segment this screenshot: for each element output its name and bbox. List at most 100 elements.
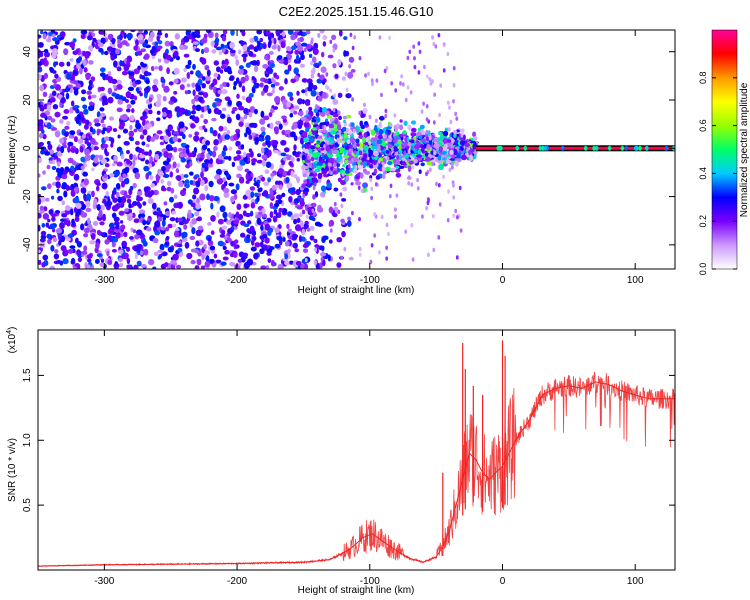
heatmap-cell — [186, 72, 191, 79]
heatmap-cell — [220, 261, 227, 266]
heatmap-cell — [271, 77, 275, 83]
heatmap-cell — [260, 110, 265, 118]
heatmap-cell — [293, 67, 299, 75]
heatmap-cell — [332, 99, 339, 105]
heatmap-cell — [438, 163, 445, 171]
heatmap-cell — [338, 30, 343, 37]
heatmap-cell — [104, 239, 110, 245]
heatmap-cell — [314, 247, 318, 252]
heatmap-cell — [167, 246, 174, 253]
heatmap-cell — [259, 37, 263, 43]
heatmap-cell — [317, 72, 321, 78]
heatmap-cell — [267, 229, 272, 237]
heatmap-cell — [179, 44, 185, 51]
heatmap-cell — [406, 55, 410, 61]
heatmap-cell — [290, 187, 296, 192]
heatmap-cell — [259, 82, 264, 88]
heatmap-cell — [88, 101, 94, 107]
heatmap-cell — [79, 146, 84, 153]
heatmap-cell — [343, 154, 350, 159]
heatmap-cell — [189, 161, 193, 167]
heatmap-cell — [256, 43, 261, 50]
heatmap-cell — [245, 62, 251, 68]
heatmap-cell — [83, 227, 90, 234]
heatmap-cell — [308, 162, 312, 167]
heatmap-cell — [451, 138, 454, 144]
heatmap-cell — [119, 220, 124, 224]
heatmap-cell — [398, 144, 402, 151]
heatmap-cell — [66, 121, 71, 126]
heatmap-cell — [301, 228, 306, 236]
heatmap-cell — [76, 241, 83, 248]
heatmap-cell — [421, 214, 424, 219]
heatmap-cell — [39, 205, 45, 211]
heatmap-cell — [235, 113, 241, 121]
heatmap-cell — [195, 85, 202, 92]
heatmap-cell — [363, 154, 368, 160]
heatmap-cell — [70, 148, 76, 153]
heatmap-cell — [354, 164, 358, 170]
heatmap-cell — [117, 99, 124, 105]
heatmap-cell — [150, 183, 156, 188]
heatmap-cell — [249, 37, 255, 43]
heatmap-cell — [299, 212, 303, 217]
svg-text:(x104): (x104) — [6, 327, 18, 354]
heatmap-cell — [200, 265, 206, 269]
heatmap-cell — [425, 74, 429, 79]
heatmap-cell — [49, 223, 56, 230]
heatmap-cell — [304, 220, 309, 225]
heatmap-cell — [204, 128, 208, 133]
heatmap-cell — [339, 192, 343, 197]
heatmap-cell — [409, 90, 413, 95]
heatmap-cell — [126, 104, 132, 109]
heatmap-cell — [145, 159, 150, 165]
spectrogram-x-ticks: -300 -200 -100 0 100 — [94, 30, 644, 286]
heatmap-cell — [91, 32, 96, 37]
heatmap-cell — [145, 143, 150, 148]
heatmap-cell — [162, 214, 167, 222]
heatmap-cell — [472, 131, 477, 138]
heatmap-cell — [165, 144, 173, 152]
heatmap-cell — [248, 134, 253, 140]
heatmap-cell — [376, 139, 383, 145]
heatmap-cell — [378, 35, 382, 40]
chart-title: C2E2.2025.151.15.46.G10 — [279, 4, 434, 19]
heatmap-cell — [340, 180, 346, 186]
heatmap-cell — [74, 186, 79, 194]
heatmap-cell — [408, 49, 412, 54]
heatmap-cell — [302, 173, 307, 178]
heatmap-cell — [194, 211, 200, 217]
heatmap-cell — [123, 190, 128, 198]
snr-frame — [37, 329, 676, 571]
heatmap-cell — [293, 213, 300, 219]
heatmap-cell — [328, 222, 332, 227]
heatmap-cell — [71, 218, 75, 226]
heatmap-cell — [417, 156, 423, 162]
heatmap-cell — [233, 81, 238, 87]
heatmap-cells — [38, 30, 479, 269]
heatmap-cell — [299, 63, 305, 68]
heatmap-cell — [80, 187, 87, 194]
heatmap-cell — [326, 140, 330, 145]
heatmap-cell — [55, 227, 63, 234]
heatmap-cell — [143, 30, 148, 35]
heatmap-cell — [201, 162, 206, 169]
heatmap-cell — [158, 171, 165, 177]
heatmap-cell — [309, 179, 313, 184]
heatmap-cell — [189, 179, 194, 186]
heatmap-cell — [350, 122, 355, 128]
heatmap-cell — [135, 39, 139, 47]
heatmap-cell — [410, 223, 414, 228]
heatmap-cell — [195, 48, 200, 53]
heatmap-cell — [135, 87, 140, 92]
heatmap-cell — [242, 151, 247, 158]
heatmap-cell — [385, 66, 389, 71]
heatmap-cell — [284, 260, 290, 266]
heatmap-cell — [69, 58, 74, 62]
heatmap-cell — [395, 172, 402, 178]
y-tick-label: -20 — [22, 189, 33, 204]
carrier-dot — [620, 145, 625, 151]
heatmap-cell — [325, 145, 331, 152]
heatmap-cell — [332, 63, 337, 69]
heatmap-cell — [192, 194, 197, 200]
